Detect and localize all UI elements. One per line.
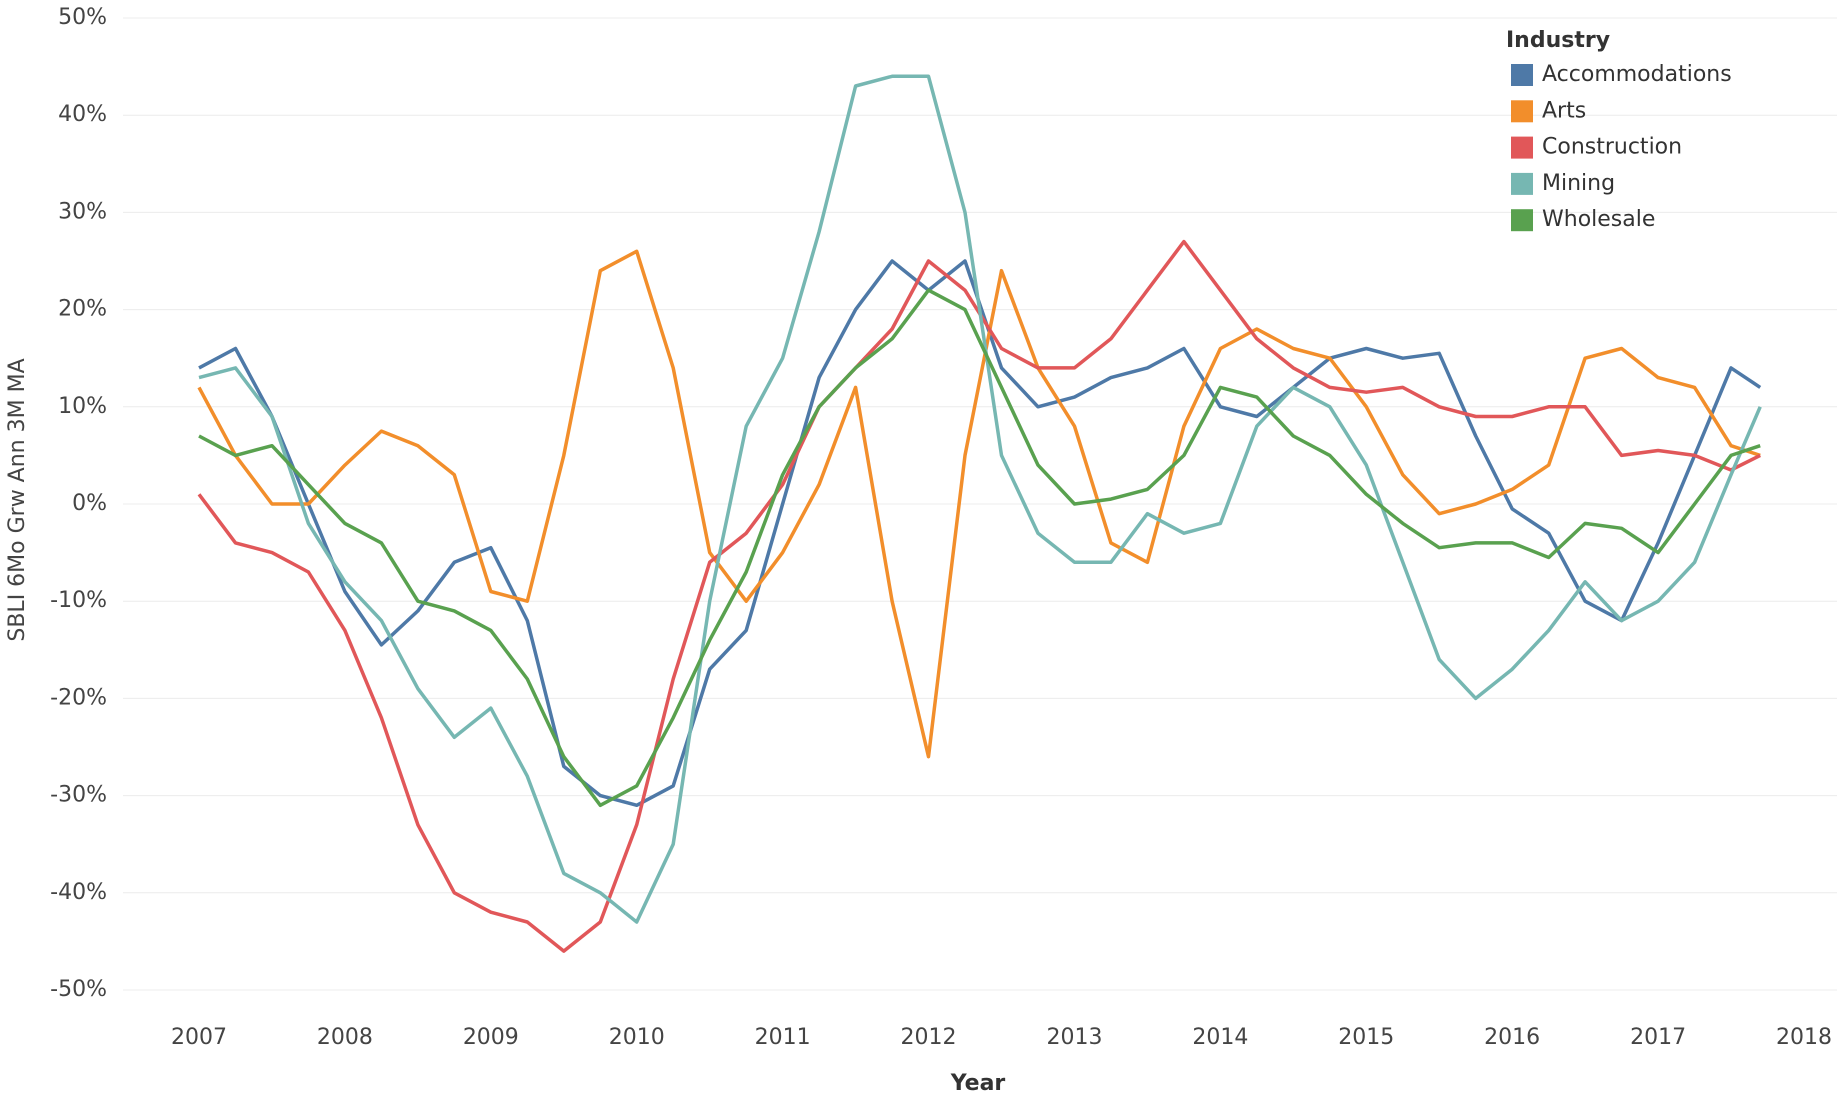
legend-label: Arts	[1542, 98, 1586, 123]
x-tick-label: 2009	[463, 1025, 519, 1050]
legend-item: Accommodations	[1511, 62, 1732, 87]
legend-item: Mining	[1511, 171, 1615, 196]
y-tick-label: 30%	[58, 199, 107, 224]
series-line	[198, 288, 1761, 808]
x-tick-label: 2016	[1484, 1025, 1540, 1050]
legend-item: Wholesale	[1511, 207, 1655, 232]
x-axis-title: Year	[950, 1071, 1006, 1096]
x-tick-label: 2012	[901, 1025, 957, 1050]
legend-label: Wholesale	[1542, 207, 1655, 232]
series-line	[197, 249, 1761, 759]
y-axis-title: SBLI 6Mo Grw Ann 3M MA	[5, 358, 30, 641]
x-tick-label: 2017	[1630, 1025, 1686, 1050]
x-tick-label: 2011	[755, 1025, 811, 1050]
legend-swatch	[1511, 209, 1533, 232]
x-tick-label: 2013	[1046, 1025, 1102, 1050]
legend-item: Arts	[1511, 98, 1586, 123]
x-tick-label: 2014	[1192, 1025, 1248, 1050]
y-tick-label: -50%	[50, 977, 107, 1002]
legend-label: Construction	[1542, 135, 1682, 160]
legend-label: Accommodations	[1542, 62, 1732, 87]
y-tick-label: 40%	[58, 102, 107, 127]
x-tick-label: 2010	[609, 1025, 665, 1050]
y-tick-label: 20%	[58, 297, 107, 322]
series-line	[198, 259, 1762, 808]
legend-swatch	[1511, 136, 1533, 159]
legend-title: Industry	[1506, 28, 1610, 53]
legend-label: Mining	[1542, 171, 1615, 196]
series-line	[198, 74, 1762, 924]
legend-swatch	[1511, 100, 1533, 123]
x-tick-label: 2015	[1338, 1025, 1394, 1050]
y-tick-label: -20%	[50, 685, 107, 710]
y-tick-label: 10%	[58, 394, 107, 419]
series-line	[197, 239, 1761, 953]
x-tick-label: 2007	[171, 1025, 227, 1050]
legend-swatch	[1511, 172, 1533, 195]
y-tick-label: 0%	[72, 491, 107, 516]
x-tick-label: 2008	[317, 1025, 373, 1050]
legend-item: Construction	[1511, 135, 1682, 160]
y-tick-label: -10%	[50, 588, 107, 613]
x-tick-label: 2018	[1776, 1025, 1832, 1050]
y-tick-label: 50%	[58, 5, 107, 30]
y-tick-label: -40%	[50, 880, 107, 905]
y-tick-label: -30%	[50, 783, 107, 808]
legend-swatch	[1511, 64, 1533, 86]
